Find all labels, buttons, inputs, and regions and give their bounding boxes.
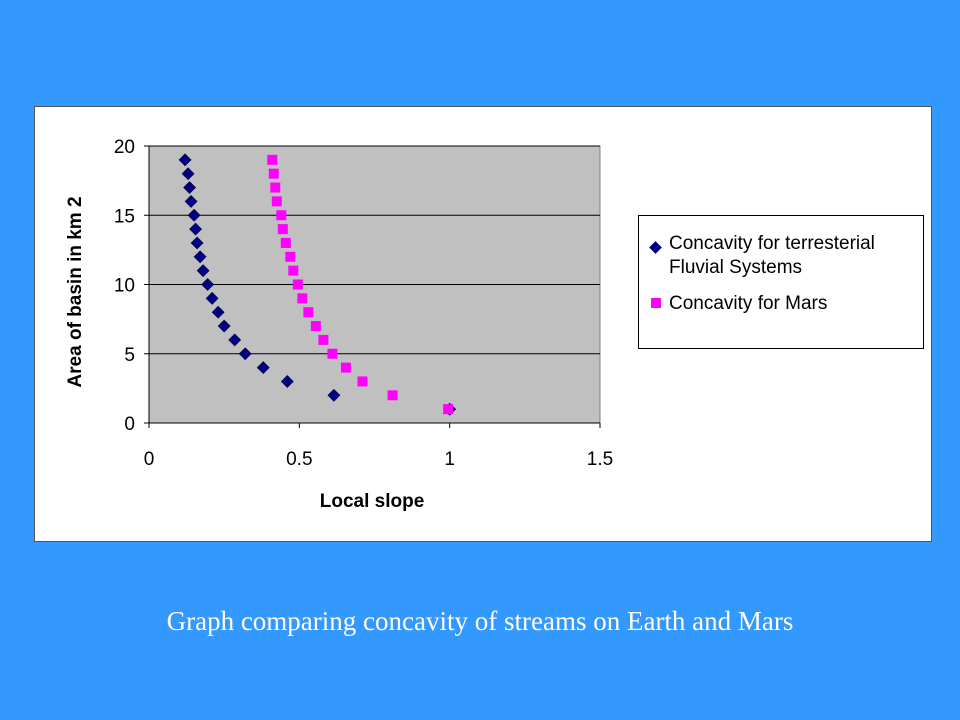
data-point-mars [318, 334, 329, 345]
data-point-mars [340, 362, 351, 373]
data-point-mars [288, 265, 299, 276]
data-point-terrestrial [205, 291, 219, 305]
data-point-mars [310, 321, 321, 332]
x-tick-label: 0.5 [286, 449, 312, 470]
data-point-mars [277, 224, 288, 235]
x-tick-label: 1 [444, 449, 455, 470]
data-point-mars [285, 251, 296, 262]
data-point-terrestrial [193, 250, 207, 264]
legend-label-terrestrial: Concavity for terresterial Fluvial Syste… [669, 233, 875, 278]
data-point-mars [292, 279, 303, 290]
data-point-terrestrial [183, 181, 197, 194]
data-point-terrestrial [256, 361, 270, 375]
data-point-terrestrial [280, 375, 294, 388]
data-point-mars [387, 390, 398, 401]
data-point-terrestrial [211, 305, 225, 319]
legend-label-mars: Concavity for Mars [669, 293, 828, 314]
data-point-mars [271, 196, 282, 207]
diamond-marker-icon [649, 241, 662, 254]
data-point-terrestrial [228, 333, 242, 347]
y-tick-label: 15 [114, 206, 135, 227]
data-point-terrestrial [201, 278, 215, 291]
data-point-terrestrial [187, 208, 201, 222]
data-point-terrestrial [327, 388, 341, 402]
data-point-terrestrial [189, 222, 203, 236]
chart-area: 0 5 10 15 20 0 0.5 1 1.5 Local slope Area of bas… [34, 106, 932, 542]
data-point-terrestrial [217, 319, 231, 333]
data-point-mars [303, 307, 314, 318]
data-point-mars [267, 154, 278, 165]
square-marker-icon [651, 298, 661, 308]
y-tick-label: 5 [124, 345, 135, 366]
data-point-terrestrial [190, 236, 204, 250]
slide-caption: Graph comparing concavity of streams on … [166, 606, 794, 636]
data-point-mars [327, 348, 338, 359]
data-point-terrestrial [196, 264, 210, 278]
data-point-mars [357, 376, 368, 387]
data-point-terrestrial [181, 167, 195, 181]
data-point-terrestrial [178, 153, 192, 167]
y-tick-label: 0 [124, 414, 135, 435]
x-tick-label: 0 [144, 449, 155, 470]
data-point-mars [276, 210, 287, 221]
y-axis-title: Area of basin in km 2 [65, 196, 86, 387]
data-point-mars [268, 168, 279, 179]
x-tick-label: 1.5 [587, 449, 613, 470]
y-tick-label: 10 [114, 276, 135, 297]
data-point-mars [280, 237, 291, 248]
x-axis-title: Local slope [320, 491, 425, 512]
data-point-mars [443, 404, 454, 415]
data-point-mars [297, 293, 308, 304]
legend: Concavity for terresterial Fluvial Syste… [638, 215, 924, 349]
data-point-terrestrial [238, 347, 252, 361]
data-point-mars [270, 182, 281, 193]
scatter-plot: 0 5 10 15 20 0 0.5 1 1.5 Local slope Area of bas… [65, 137, 613, 512]
y-tick-label: 20 [114, 137, 135, 158]
data-point-terrestrial [184, 194, 198, 208]
